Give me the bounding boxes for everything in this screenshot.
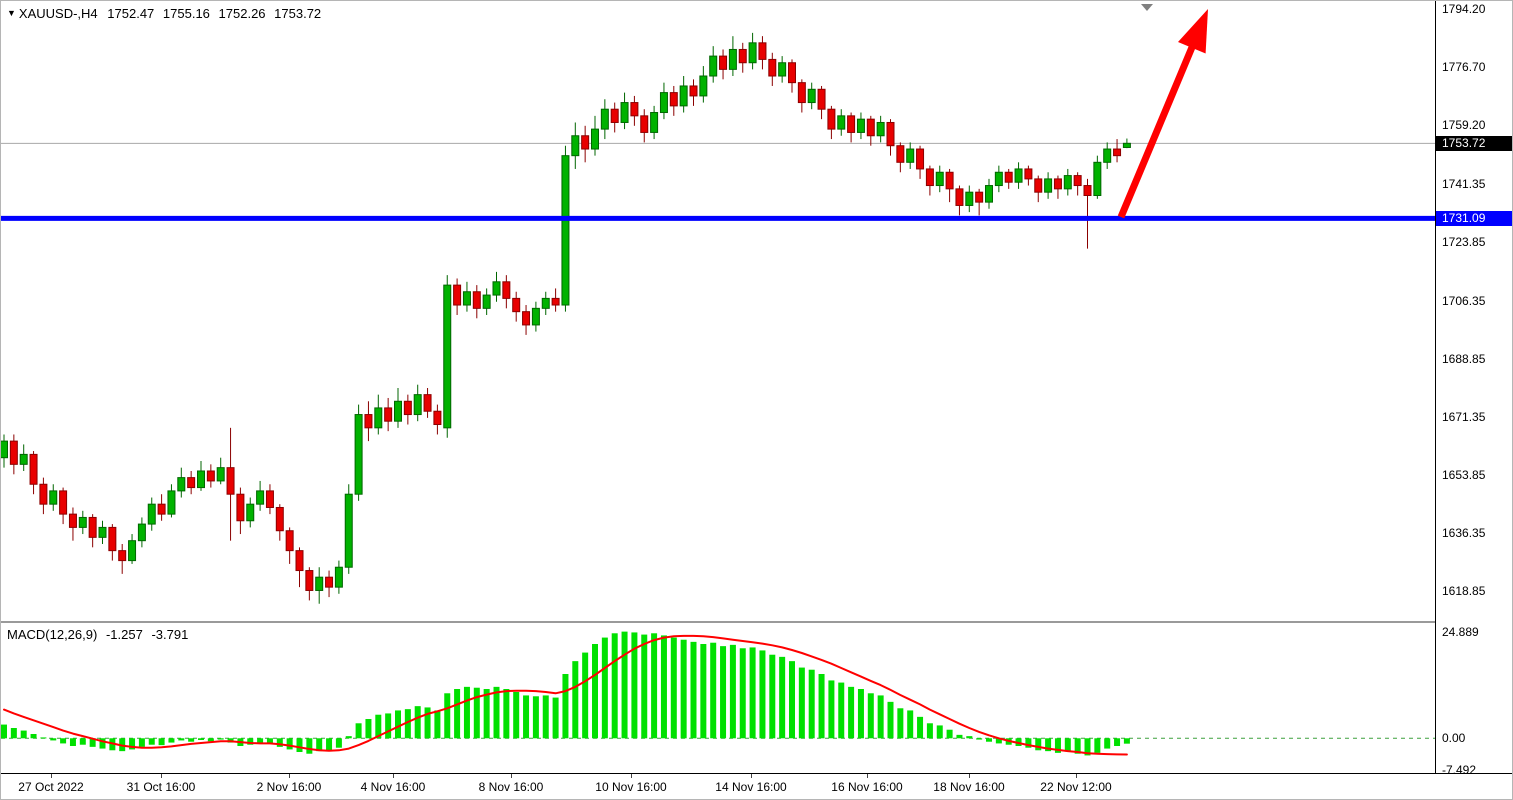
- macd-panel-canvas[interactable]: [1, 623, 1435, 773]
- panel-separator[interactable]: [1, 621, 1435, 623]
- time-axis-tick: [161, 774, 162, 778]
- price-axis-label: 1636.35: [1442, 525, 1486, 540]
- chart-ohlc-header: ▼ XAUUSD-,H4 1752.47 1755.16 1752.26 1753…: [7, 6, 326, 21]
- macd-signal-line: [3, 634, 1128, 756]
- price-axis[interactable]: 1794.20 1776.70 1759.20 1741.35 1723.85 1706.…: [1436, 1, 1512, 621]
- price-axis-label: 1741.35: [1442, 177, 1486, 192]
- symbol-dropdown-icon[interactable]: ▼: [7, 8, 16, 18]
- time-axis[interactable]: 27 Oct 2022 31 Oct 16:00 2 Nov 16:00 4 Nov …: [1, 773, 1512, 799]
- time-axis-label: 8 Nov 16:00: [478, 780, 544, 794]
- trend-arrow-head: [1178, 9, 1208, 54]
- current-price-badge: 1753.72: [1436, 136, 1512, 152]
- price-axis-label: 1794.20: [1442, 1, 1486, 16]
- time-axis-label: 31 Oct 16:00: [126, 780, 196, 794]
- time-axis-label: 22 Nov 12:00: [1040, 780, 1112, 794]
- time-axis-tick: [393, 774, 394, 778]
- macd-indicator-label: MACD(12,26,9) -1.257 -3.791: [7, 627, 188, 642]
- ohlc-low: 1752.26: [218, 6, 266, 21]
- macd-axis-label: 24.889: [1442, 624, 1479, 639]
- candlesticks: [1, 32, 1131, 604]
- time-axis-tick: [289, 774, 290, 778]
- time-axis-tick: [511, 774, 512, 778]
- ohlc-close: 1753.72: [274, 6, 322, 21]
- time-axis-tick: [867, 774, 868, 778]
- time-axis-label: 4 Nov 16:00: [360, 780, 426, 794]
- time-axis-tick: [969, 774, 970, 778]
- time-axis-label: 14 Nov 16:00: [715, 780, 787, 794]
- time-axis-tick: [751, 774, 752, 778]
- price-axis-label: 1671.35: [1442, 409, 1486, 424]
- time-axis-tick: [1076, 774, 1077, 778]
- macd-histogram: [1, 631, 1130, 756]
- macd-axis-label: 0.00: [1442, 731, 1466, 746]
- price-axis-label: 1759.20: [1442, 118, 1486, 133]
- price-chart-canvas[interactable]: [1, 1, 1435, 621]
- time-axis-label: 18 Nov 16:00: [933, 780, 1005, 794]
- macd-signal-value: -3.791: [151, 627, 189, 642]
- time-axis-label: 16 Nov 16:00: [831, 780, 903, 794]
- macd-name: MACD(12,26,9): [7, 627, 98, 642]
- ohlc-open: 1752.47: [107, 6, 155, 21]
- ohlc-high: 1755.16: [162, 6, 210, 21]
- time-axis-tick: [51, 774, 52, 778]
- time-axis-label: 2 Nov 16:00: [256, 780, 322, 794]
- price-axis-label: 1706.35: [1442, 293, 1486, 308]
- support-line-price-badge: 1731.09: [1436, 211, 1512, 227]
- price-axis-label: 1723.85: [1442, 235, 1486, 250]
- price-axis-label: 1618.85: [1442, 583, 1486, 598]
- trend-arrow-shaft: [1117, 40, 1198, 219]
- time-axis-tick: [631, 774, 632, 778]
- macd-axis[interactable]: 24.889 0.00 -7.492: [1436, 623, 1512, 778]
- price-axis-border: [1435, 1, 1436, 799]
- price-axis-label: 1776.70: [1442, 60, 1486, 75]
- chart-shift-marker-icon: [1141, 4, 1153, 11]
- time-axis-label: 27 Oct 2022: [18, 780, 84, 794]
- macd-main-value: -1.257: [105, 627, 143, 642]
- price-axis-label: 1688.85: [1442, 351, 1486, 366]
- price-axis-label: 1653.85: [1442, 467, 1486, 482]
- time-axis-label: 10 Nov 16:00: [595, 780, 667, 794]
- symbol-timeframe-label: XAUUSD-,H4: [18, 6, 98, 21]
